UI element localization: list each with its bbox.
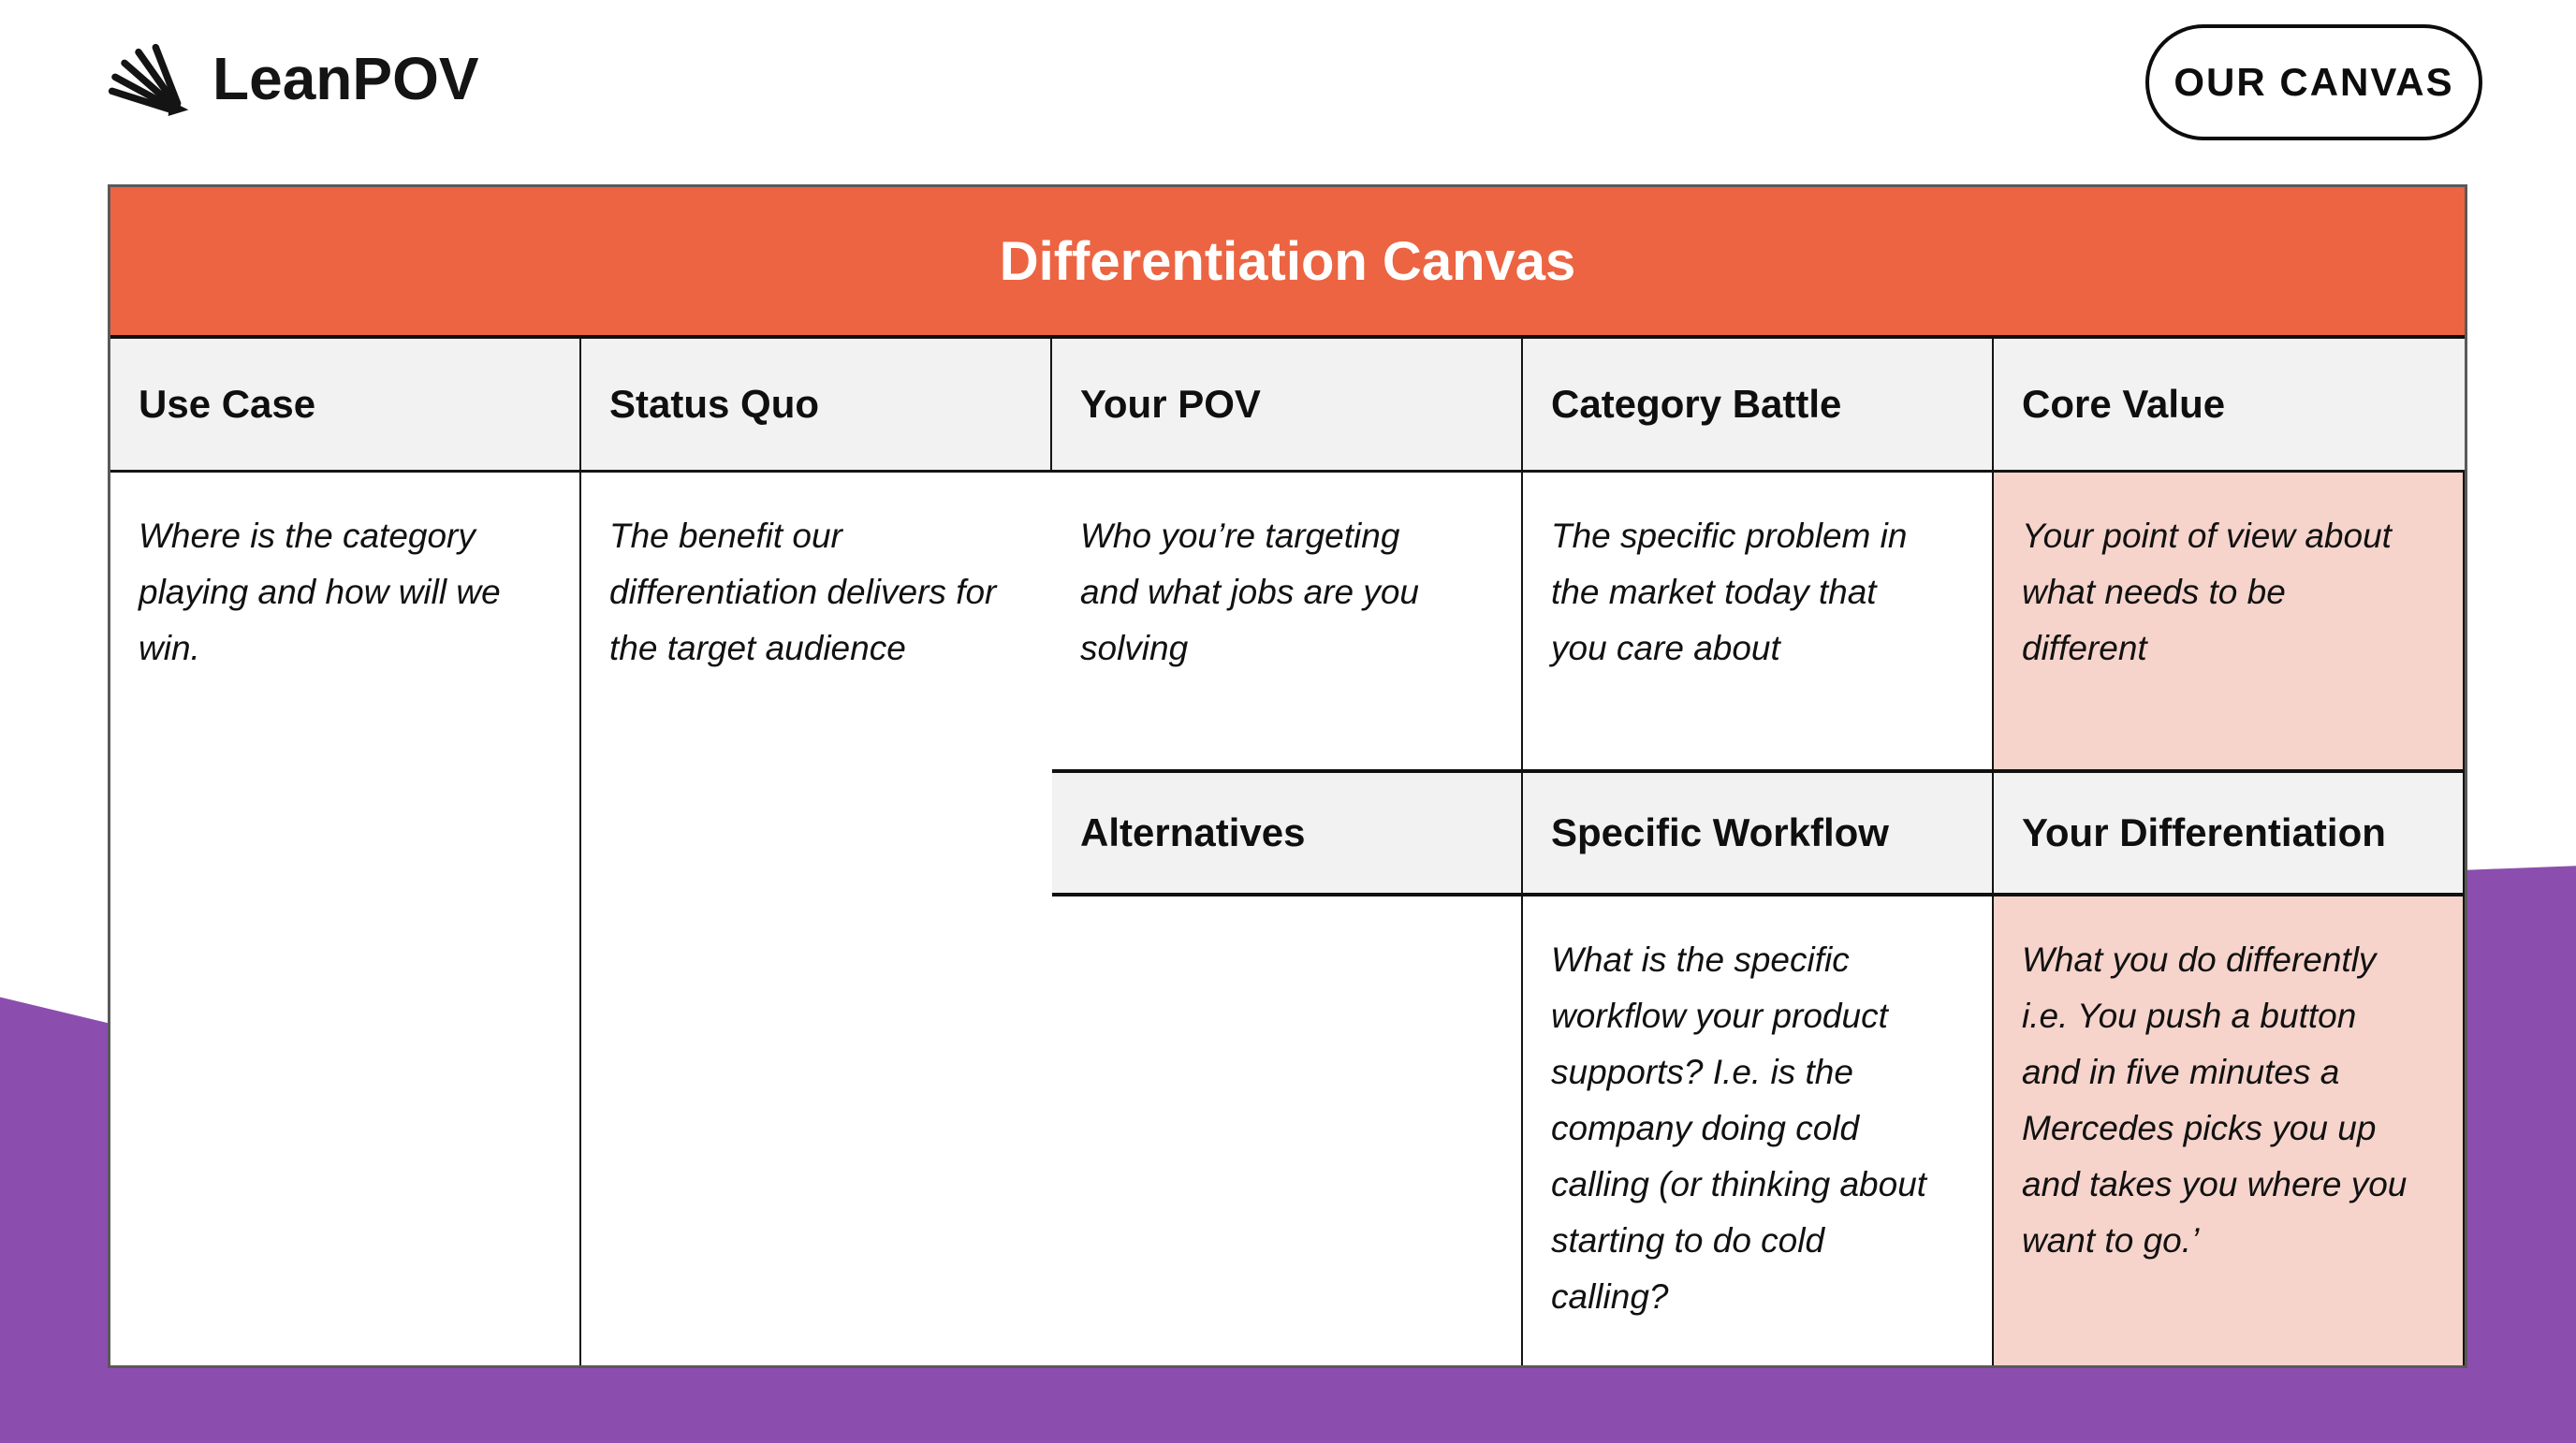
canvas-title: Differentiation Canvas — [999, 230, 1576, 292]
header-specific-workflow: Specific Workflow — [1523, 773, 1994, 896]
your-pov-text: Your point of view about what needs to b… — [2022, 517, 2392, 667]
header-use-case-label: Use Case — [139, 382, 316, 426]
cell-core-value-content: The benefit our differentiation delivers… — [581, 473, 1052, 1365]
differentiation-canvas-table: Differentiation Canvas Use Case Status Q… — [108, 184, 2467, 1368]
header-status-quo-label: Status Quo — [609, 382, 820, 426]
header-core-value-label: Core Value — [2022, 382, 2226, 426]
brand-name: LeanPOV — [212, 45, 479, 112]
cell-alternatives-content — [1052, 896, 1523, 1365]
status-quo-text: The specific problem in the market today… — [1551, 517, 1908, 667]
header-alternatives-label: Alternatives — [1080, 810, 1306, 854]
cell-category-battle-content: Where is the category playing and how wi… — [110, 473, 581, 1365]
header-alternatives: Alternatives — [1052, 773, 1523, 896]
our-canvas-button[interactable]: OUR CANVAS — [2145, 24, 2482, 140]
cell-use-case-content: Who you’re targeting and what jobs are y… — [1052, 473, 1523, 773]
cell-specific-workflow-content: What is the specific workflow your produ… — [1523, 896, 1994, 1365]
cell-your-pov-content: Your point of view about what needs to b… — [1994, 473, 2465, 773]
header-status-quo: Status Quo — [581, 339, 1052, 473]
header-core-value: Core Value — [1994, 339, 2465, 473]
header-category-battle-label: Category Battle — [1551, 382, 1842, 426]
use-case-text: Who you’re targeting and what jobs are y… — [1080, 517, 1420, 667]
specific-workflow-text: What is the specific workflow your produ… — [1551, 940, 1927, 1316]
header-use-case: Use Case — [110, 339, 581, 473]
header-your-differentiation-label: Your Differentiation — [2022, 810, 2386, 854]
cell-status-quo-content: The specific problem in the market today… — [1523, 473, 1994, 773]
category-battle-text: Where is the category playing and how wi… — [139, 517, 501, 667]
cell-your-differentiation-content: What you do differently i.e. You push a … — [1994, 896, 2465, 1365]
our-canvas-button-label: OUR CANVAS — [2174, 60, 2454, 104]
logo-rays-icon — [106, 37, 199, 120]
header-specific-workflow-label: Specific Workflow — [1551, 810, 1889, 854]
brand-logo[interactable]: LeanPOV — [106, 37, 479, 120]
header-your-pov: Your POV — [1052, 339, 1523, 473]
header-category-battle: Category Battle — [1523, 339, 1994, 473]
canvas-title-bar: Differentiation Canvas — [110, 187, 2465, 339]
header-your-pov-label: Your POV — [1080, 382, 1261, 426]
header-your-differentiation: Your Differentiation — [1994, 773, 2465, 896]
core-value-text: The benefit our differentiation delivers… — [609, 517, 997, 667]
your-differentiation-text: What you do differently i.e. You push a … — [2022, 940, 2408, 1260]
